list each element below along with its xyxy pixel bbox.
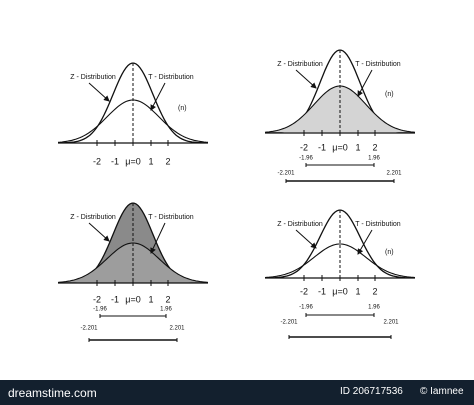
- image-id: ID 206717536: [340, 386, 403, 397]
- tick-label: μ=0: [125, 294, 140, 304]
- arrow: [357, 229, 373, 255]
- tick-label: -1: [318, 142, 326, 152]
- tick-label: 2: [372, 142, 377, 152]
- tick-label: 1: [355, 286, 360, 296]
- z-label: Z - Distribution: [70, 74, 116, 81]
- arrow: [88, 222, 110, 242]
- arrow: [150, 222, 166, 254]
- tick-label: -2: [93, 294, 101, 304]
- interval-label: -2.201: [280, 320, 298, 326]
- tick-label: 2: [165, 156, 170, 166]
- diagram: -2 -1 μ=0 1 2 Z - Distribution T - Distributio…: [57, 49, 416, 342]
- interval-label: 1.96: [368, 305, 380, 311]
- tick-label: -1: [111, 156, 119, 166]
- interval-label: -2.201: [80, 326, 98, 332]
- interval-label: -1.96: [299, 305, 313, 311]
- tick-label: 2: [165, 294, 170, 304]
- arrow: [88, 82, 110, 102]
- z-label: Z - Distribution: [277, 61, 323, 68]
- t-label: T - Distribution: [355, 61, 400, 68]
- interval-label: -1.96: [93, 307, 107, 313]
- tick-label: 1: [148, 156, 153, 166]
- interval-label: 1.96: [368, 156, 380, 162]
- tick-label: -2: [300, 286, 308, 296]
- arrow: [295, 229, 317, 249]
- t-curve: [264, 243, 416, 279]
- tick-label: μ=0: [332, 286, 347, 296]
- interval-label: 2.201: [383, 320, 399, 326]
- footer: dreamstime.com ID 206717536 © Iamnee: [0, 380, 474, 405]
- tick-label: -1: [111, 294, 119, 304]
- arrow: [357, 69, 373, 97]
- n-label: (n): [385, 91, 394, 98]
- arrow: [295, 69, 317, 89]
- interval-label: 2.201: [386, 171, 402, 177]
- t-label: T - Distribution: [148, 74, 193, 81]
- tick-label: μ=0: [125, 156, 140, 166]
- interval-label: -2.201: [277, 171, 295, 177]
- n-label: (n): [385, 249, 394, 256]
- tick-label: -1: [318, 286, 326, 296]
- z-label: Z - Distribution: [277, 221, 323, 228]
- z-label: Z - Distribution: [70, 214, 116, 221]
- tick-label: 1: [355, 142, 360, 152]
- author: © Iamnee: [420, 386, 464, 397]
- tick-label: -2: [93, 156, 101, 166]
- interval-label: 2.201: [169, 326, 185, 332]
- tick-label: -2: [300, 142, 308, 152]
- arrow: [150, 82, 166, 111]
- t-label: T - Distribution: [355, 221, 400, 228]
- tick-label: μ=0: [332, 142, 347, 152]
- tick-label: 2: [372, 286, 377, 296]
- tick-label: 1: [148, 294, 153, 304]
- site: dreamstime.com: [8, 386, 97, 400]
- t-label: T - Distribution: [148, 214, 193, 221]
- interval-label: -1.96: [299, 156, 313, 162]
- interval-label: 1.96: [160, 307, 172, 313]
- n-label: (n): [178, 105, 187, 112]
